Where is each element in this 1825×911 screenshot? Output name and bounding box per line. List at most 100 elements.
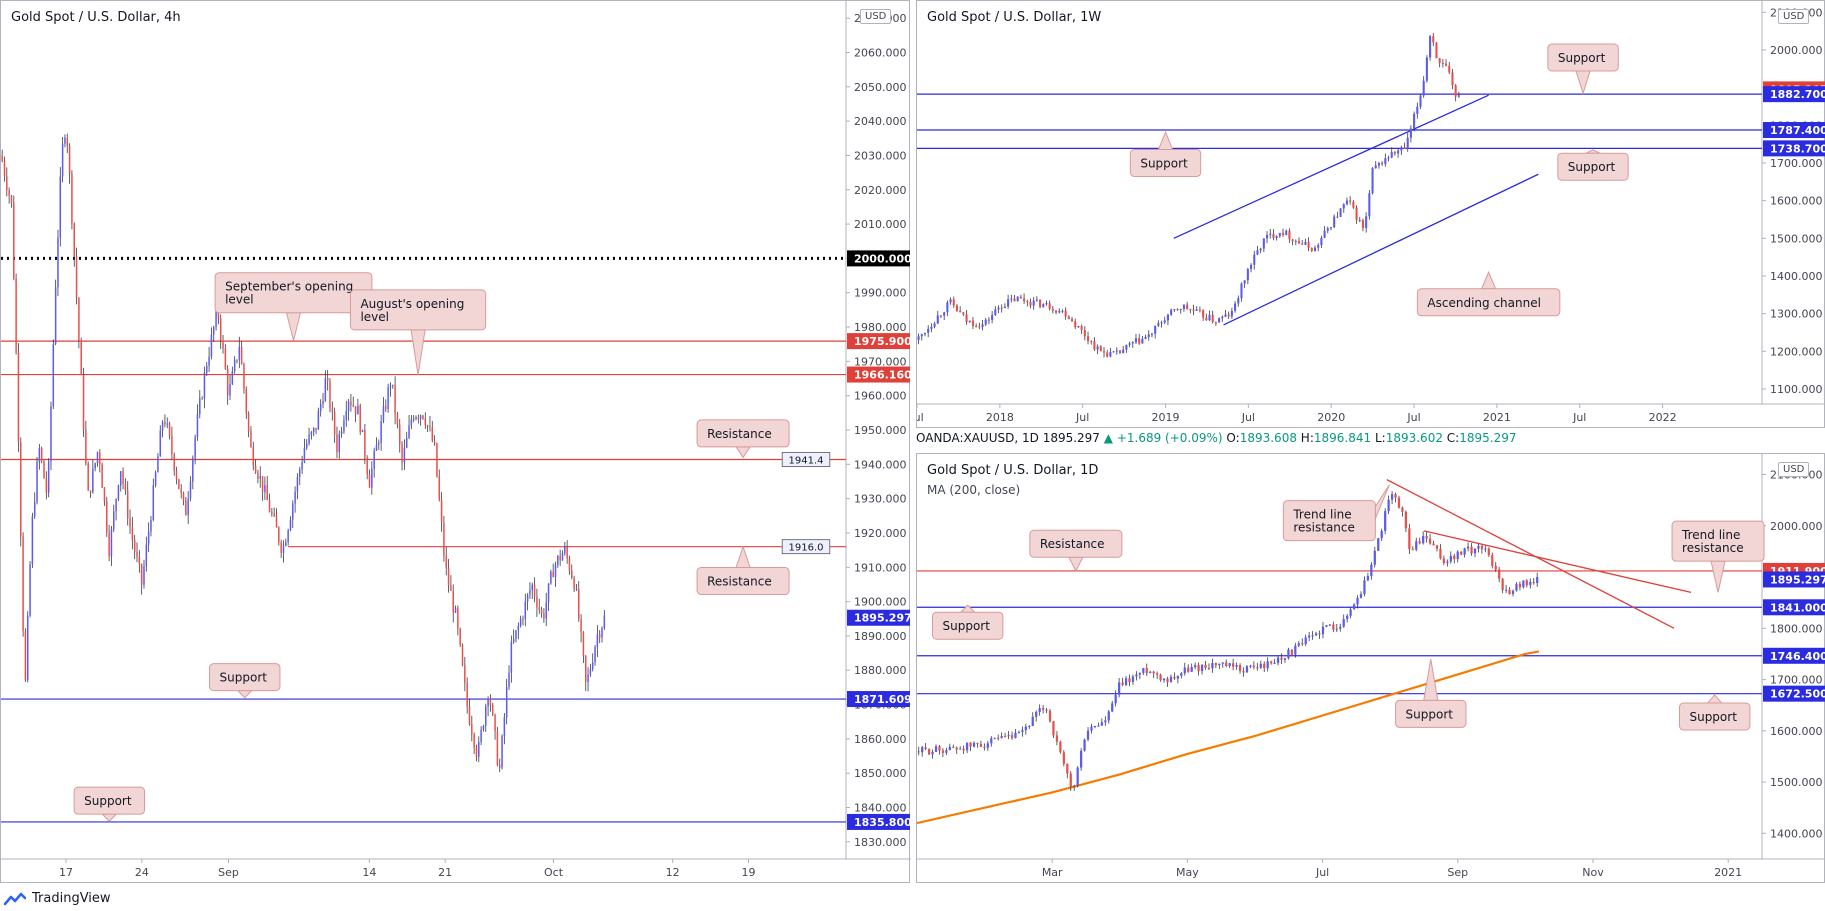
price-tick-label: 1880.000 (854, 664, 907, 677)
chart-panel-1w[interactable]: 1100.000 1200.000 1300.000 1400.000 1500.000… (916, 0, 1825, 428)
candle (1149, 671, 1152, 674)
candle (568, 558, 571, 571)
candle (1415, 541, 1418, 550)
candle (331, 408, 334, 412)
candle (540, 609, 543, 614)
ma-200-line (917, 650, 1540, 825)
chart-4h-svg[interactable]: 1830.0001840.0001850.0001860.0001870.000… (1, 1, 911, 884)
annotation-label: Resistance (707, 427, 772, 441)
candle (447, 568, 450, 586)
chart-1d-svg[interactable]: 1400.000 1500.000 1600.000 1700.000 1800.000… (917, 454, 1825, 884)
candle (498, 765, 501, 768)
candle (1, 155, 3, 162)
candle (975, 325, 978, 327)
candle (15, 278, 17, 353)
candle (587, 674, 589, 682)
candle (1439, 548, 1442, 559)
annotation-box (1029, 529, 1123, 558)
annotation-label: Resistance (707, 575, 772, 589)
candle (73, 223, 75, 257)
candle (1162, 678, 1166, 681)
candle (1028, 726, 1031, 728)
annotation-pointer (1710, 560, 1726, 593)
annotation-pointer (735, 545, 751, 569)
candle (927, 328, 930, 333)
candle (1381, 162, 1384, 165)
candle (131, 526, 134, 541)
candle (403, 447, 406, 463)
candle (522, 618, 524, 620)
price-axis-tag-label: 1975.900 (854, 335, 911, 348)
candle (1176, 675, 1179, 679)
candle (1401, 507, 1404, 512)
candle (236, 359, 238, 361)
candle (1256, 250, 1259, 255)
price-axis-tag-label: 1966.160 (854, 369, 911, 382)
price-tick-label: 2030.000 (854, 149, 907, 162)
annotation-label: resistance (1293, 521, 1355, 535)
price-tick-label: 2000.000 (1770, 44, 1823, 57)
candle (1418, 541, 1421, 544)
candle (938, 746, 941, 751)
candle (573, 577, 575, 590)
candle (1328, 624, 1332, 626)
candle (1333, 216, 1336, 228)
candle (1039, 299, 1042, 308)
candle (219, 318, 222, 341)
price-axis-tag (847, 691, 910, 708)
candle (319, 403, 322, 411)
annotation-label: Trend line (1681, 528, 1740, 542)
candle (557, 556, 559, 565)
tradingview-logo-icon[interactable] (4, 892, 26, 906)
candle (1406, 137, 1409, 149)
candle (515, 630, 517, 639)
price-axis-tag-label: 1787.400 (1770, 124, 1825, 137)
candle (96, 452, 99, 464)
tradingview-brand[interactable]: TradingView (32, 891, 111, 906)
candle (1435, 545, 1439, 549)
high-value: 1896.841 (1313, 431, 1372, 445)
candle (1403, 147, 1406, 149)
level-inline-tag (781, 539, 831, 555)
candle (1038, 708, 1041, 713)
candle (1007, 735, 1010, 737)
ma-indicator-label[interactable]: MA (200, close) (927, 483, 1021, 497)
candle (168, 423, 171, 436)
candle (292, 503, 294, 520)
candle (1400, 147, 1403, 151)
candle (979, 743, 983, 747)
candle (1336, 216, 1339, 218)
candle (1294, 645, 1297, 655)
currency-badge[interactable]: USD (860, 9, 892, 24)
currency-badge[interactable]: USD (1778, 462, 1810, 477)
candle (113, 511, 115, 530)
candle (1356, 597, 1359, 605)
candle (1413, 113, 1416, 129)
candle (438, 476, 441, 500)
candle (1304, 241, 1307, 245)
candle (443, 522, 445, 556)
price-tick-label: 1940.000 (854, 458, 907, 471)
candle (199, 398, 201, 415)
candle (257, 472, 259, 479)
candle (1104, 720, 1107, 723)
time-tick-label: 17 (59, 866, 73, 879)
candle (1287, 649, 1290, 659)
currency-badge[interactable]: USD (1778, 9, 1810, 24)
candle (1529, 581, 1532, 586)
annotation-pointer (101, 813, 118, 822)
level-inline-tag (781, 452, 831, 467)
time-tick-label: Jul (1075, 411, 1089, 424)
chart-panel-4h[interactable]: 1830.0001840.0001850.0001860.0001870.000… (0, 0, 911, 884)
candle (6, 176, 8, 191)
price-axis-tag (1763, 647, 1825, 664)
price-tick-label: 1700.000 (1770, 157, 1823, 170)
trend-line (1386, 479, 1675, 629)
candle (1138, 672, 1141, 675)
chart-panel-1d[interactable]: 1400.000 1500.000 1600.000 1700.000 1800.000… (916, 453, 1825, 883)
candle (1310, 247, 1313, 252)
time-tick-label: 2019 (1152, 411, 1180, 424)
candle (1069, 773, 1072, 787)
candle (1460, 551, 1463, 555)
chart-1w-svg[interactable]: 1100.000 1200.000 1300.000 1400.000 1500.000… (917, 1, 1825, 429)
